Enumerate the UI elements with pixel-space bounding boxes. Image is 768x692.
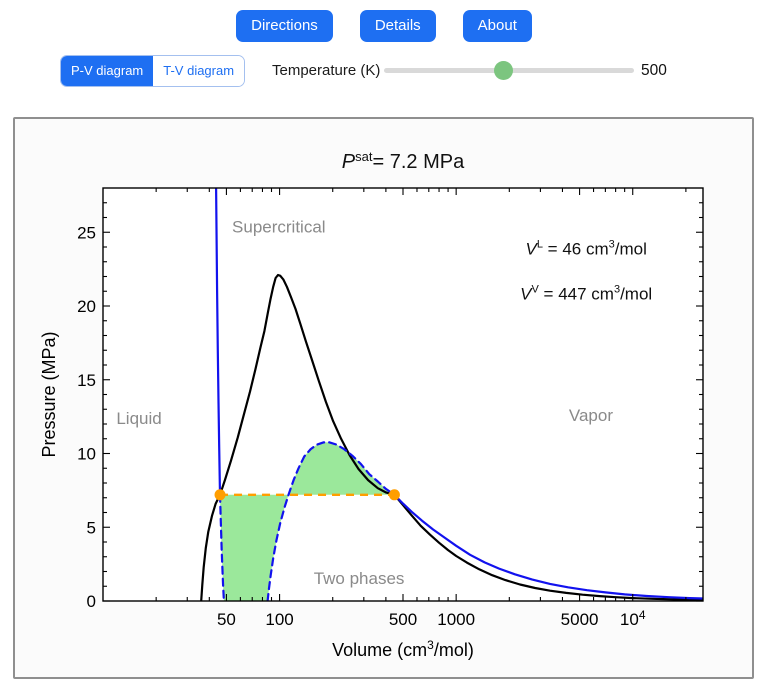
annotation-vapor-volume: VV = 447 cm3/mol <box>520 283 652 303</box>
curves-group <box>200 188 703 601</box>
isotherm-vapor-curve <box>393 493 703 600</box>
liquid-volume-point <box>214 489 226 501</box>
vdw-loop-main-curve <box>266 441 396 601</box>
x-tick-label: 500 <box>389 610 417 629</box>
tab-tv-diagram[interactable]: T-V diagram <box>153 56 245 86</box>
y-tick-label: 15 <box>77 371 96 390</box>
y-tick-label: 10 <box>77 445 96 464</box>
phase-label-two-phases: Two phases <box>314 569 405 588</box>
temperature-slider-value: 500 <box>641 62 667 79</box>
temperature-slider-thumb[interactable] <box>494 61 513 80</box>
phase-label-supercritical: Supercritical <box>232 217 326 236</box>
x-tick-label: 100 <box>265 610 293 629</box>
header-button-row: Directions Details About <box>0 10 768 42</box>
directions-button[interactable]: Directions <box>236 10 333 42</box>
pv-chart-svg: 50 100 500 1000 5000 104 0 5 10 15 20 25 Psat= 7.2 M… <box>39 149 704 660</box>
temperature-slider-label: Temperature (K) <box>272 62 381 79</box>
vdw-loop-left-curve <box>218 493 225 601</box>
phase-label-liquid: Liquid <box>116 409 161 428</box>
x-tick-label: 1000 <box>437 610 475 629</box>
y-axis-label: Pressure (MPa) <box>39 331 59 457</box>
diagram-toggle: P-V diagram T-V diagram <box>60 55 246 87</box>
simulation-card: 50 100 500 1000 5000 104 0 5 10 15 20 25 Psat= 7.2 M… <box>13 117 754 679</box>
two-phase-region-fill <box>220 442 395 601</box>
x-tick-label: 50 <box>217 610 236 629</box>
x-tick-label: 104 <box>620 608 646 629</box>
about-button[interactable]: About <box>462 10 532 42</box>
axis-ticks <box>103 188 703 602</box>
y-tick-label: 20 <box>77 297 96 316</box>
isotherm-liquid-curve <box>215 188 222 496</box>
plot-background <box>103 188 703 601</box>
temperature-slider-track[interactable] <box>384 61 634 80</box>
phase-label-vapor: Vapor <box>569 406 613 425</box>
y-tick-label: 5 <box>87 518 96 537</box>
vapor-volume-point <box>388 489 400 501</box>
y-tick-label: 0 <box>87 592 96 611</box>
saturation-dome-curve <box>200 273 703 601</box>
details-button[interactable]: Details <box>359 10 436 42</box>
x-tick-label: 5000 <box>561 610 599 629</box>
x-axis-label: Volume (cm3/mol) <box>332 638 474 660</box>
tab-pv-diagram[interactable]: P-V diagram <box>61 56 154 86</box>
y-tick-label: 25 <box>77 223 96 242</box>
chart-title: Psat= 7.2 MPa <box>342 149 465 173</box>
annotation-liquid-volume: VL = 46 cm3/mol <box>525 238 646 258</box>
